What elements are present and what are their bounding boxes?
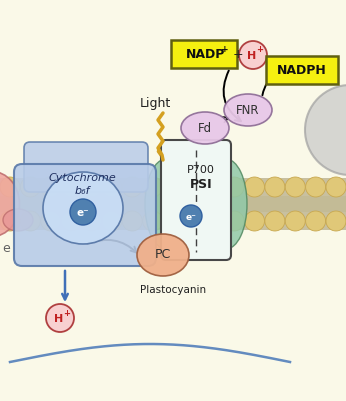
Circle shape bbox=[102, 177, 122, 197]
Circle shape bbox=[285, 211, 305, 231]
Circle shape bbox=[204, 177, 224, 197]
FancyBboxPatch shape bbox=[266, 56, 338, 84]
Circle shape bbox=[204, 211, 224, 231]
Text: +: + bbox=[64, 308, 71, 318]
Text: e: e bbox=[2, 241, 10, 255]
Ellipse shape bbox=[224, 94, 272, 126]
Circle shape bbox=[245, 211, 264, 231]
Circle shape bbox=[224, 177, 244, 197]
Circle shape bbox=[265, 177, 285, 197]
Circle shape bbox=[163, 177, 183, 197]
Text: +: + bbox=[221, 45, 229, 55]
Circle shape bbox=[183, 211, 203, 231]
Text: P700: P700 bbox=[187, 165, 215, 175]
Ellipse shape bbox=[137, 234, 189, 276]
FancyBboxPatch shape bbox=[14, 164, 156, 266]
Circle shape bbox=[143, 177, 163, 197]
Circle shape bbox=[326, 211, 346, 231]
Circle shape bbox=[163, 211, 183, 231]
Ellipse shape bbox=[205, 159, 247, 249]
Text: FNR: FNR bbox=[236, 103, 260, 117]
Circle shape bbox=[143, 211, 163, 231]
Circle shape bbox=[122, 211, 142, 231]
Circle shape bbox=[82, 211, 101, 231]
Text: e⁻: e⁻ bbox=[77, 208, 89, 218]
FancyBboxPatch shape bbox=[171, 40, 237, 68]
Circle shape bbox=[122, 177, 142, 197]
Circle shape bbox=[61, 211, 81, 231]
Text: e⁻: e⁻ bbox=[185, 213, 197, 221]
Text: PSI: PSI bbox=[190, 178, 212, 192]
FancyBboxPatch shape bbox=[24, 142, 148, 192]
Circle shape bbox=[180, 205, 202, 227]
Bar bbox=[0, 178, 346, 230]
Circle shape bbox=[61, 177, 81, 197]
Circle shape bbox=[20, 211, 40, 231]
Text: Cytochrome: Cytochrome bbox=[48, 173, 116, 183]
Text: Plastocyanin: Plastocyanin bbox=[140, 285, 206, 295]
Circle shape bbox=[102, 211, 122, 231]
Circle shape bbox=[305, 85, 346, 175]
Circle shape bbox=[306, 177, 326, 197]
Ellipse shape bbox=[145, 159, 187, 249]
Bar bbox=[0, 196, 346, 212]
Text: PC: PC bbox=[155, 249, 171, 261]
FancyBboxPatch shape bbox=[161, 140, 231, 260]
Text: NADP: NADP bbox=[186, 47, 225, 61]
Circle shape bbox=[0, 211, 20, 231]
Circle shape bbox=[326, 177, 346, 197]
Ellipse shape bbox=[43, 172, 123, 244]
Ellipse shape bbox=[3, 209, 33, 231]
Circle shape bbox=[306, 211, 326, 231]
Text: +: + bbox=[256, 45, 264, 55]
Text: Fd: Fd bbox=[198, 122, 212, 134]
Circle shape bbox=[224, 211, 244, 231]
Text: Light: Light bbox=[139, 97, 171, 109]
Circle shape bbox=[41, 211, 61, 231]
Circle shape bbox=[20, 177, 40, 197]
Circle shape bbox=[70, 199, 96, 225]
Circle shape bbox=[41, 177, 61, 197]
Circle shape bbox=[183, 177, 203, 197]
Ellipse shape bbox=[181, 112, 229, 144]
Circle shape bbox=[82, 177, 101, 197]
Circle shape bbox=[239, 41, 267, 69]
Circle shape bbox=[285, 177, 305, 197]
Text: H: H bbox=[54, 314, 64, 324]
Text: b₆f: b₆f bbox=[74, 186, 90, 196]
Ellipse shape bbox=[0, 172, 19, 237]
Text: +: + bbox=[233, 49, 243, 61]
Circle shape bbox=[0, 177, 20, 197]
Circle shape bbox=[265, 211, 285, 231]
Circle shape bbox=[245, 177, 264, 197]
Text: NADPH: NADPH bbox=[277, 63, 327, 77]
Text: H: H bbox=[247, 51, 257, 61]
Circle shape bbox=[46, 304, 74, 332]
